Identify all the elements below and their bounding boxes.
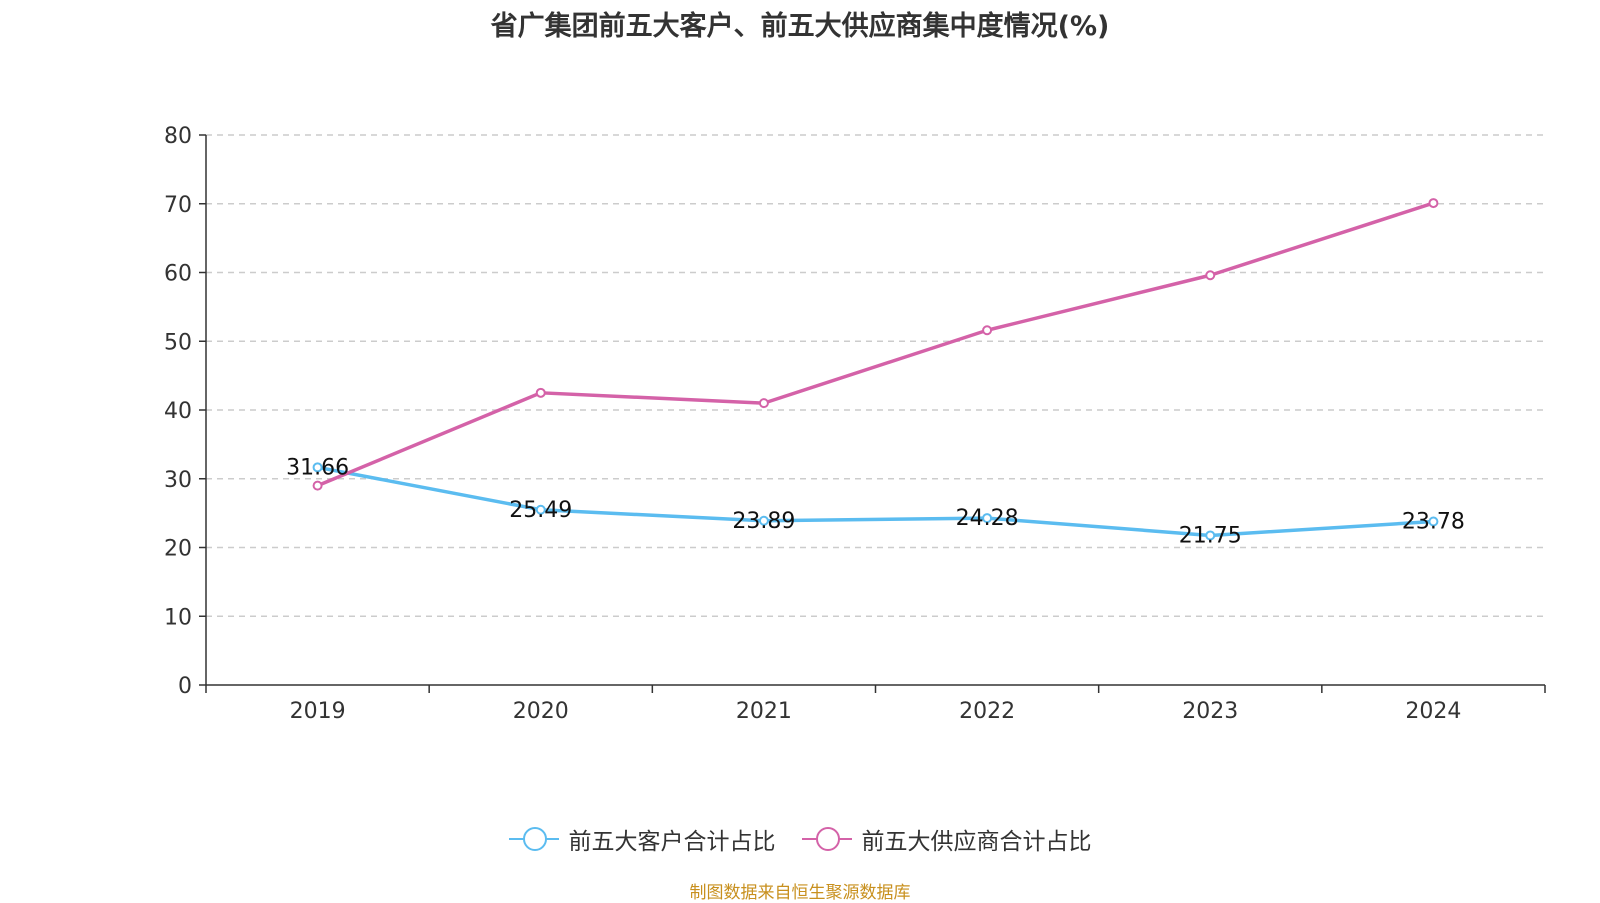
x-tick-label-2019: 2019 xyxy=(290,699,346,724)
y-tick-label-0: 0 xyxy=(178,674,192,699)
x-tick-label-2021: 2021 xyxy=(736,699,792,724)
data-label-2023: 21.75 xyxy=(1179,523,1242,548)
y-tick-label-80: 80 xyxy=(164,124,192,149)
y-tick-label-60: 60 xyxy=(164,262,192,287)
x-tick-label-2020: 2020 xyxy=(513,699,569,724)
axes: 0 10 20 30 40 50 60 70 80 2019 2020 2021 2022 2023 202… xyxy=(164,124,1546,724)
series-0-point-2023 xyxy=(1205,530,1216,541)
series-0-point-2022 xyxy=(982,513,993,524)
data-label-2022: 24.28 xyxy=(956,506,1019,531)
y-tick-label-20: 20 xyxy=(164,537,192,562)
chart-title: 省广集团前五大客户、前五大供应商集中度情况(%) xyxy=(490,11,1110,42)
legend-item-customers[interactable]: 前五大客户合计占比 xyxy=(508,822,776,856)
x-tick-label-2022: 2022 xyxy=(959,699,1015,724)
series-0-point-2020 xyxy=(535,504,546,515)
series-1-point-2021 xyxy=(758,398,769,409)
series-1-point-2024 xyxy=(1428,198,1439,209)
grid-lines xyxy=(206,134,1545,617)
y-tick-label-30: 30 xyxy=(164,468,192,493)
series-1-point-2022 xyxy=(982,325,993,336)
legend-label-suppliers: 前五大供应商合计占比 xyxy=(861,829,1092,855)
legend-marker-suppliers-icon xyxy=(801,826,852,852)
series-0-point-2019 xyxy=(312,462,323,473)
y-tick-label-40: 40 xyxy=(164,399,192,424)
legend-item-suppliers[interactable]: 前五大供应商合计占比 xyxy=(801,822,1092,856)
y-tick-label-70: 70 xyxy=(164,193,192,218)
x-tick-label-2024: 2024 xyxy=(1405,699,1461,724)
data-label-2021: 23.89 xyxy=(732,509,795,534)
y-tick-label-10: 10 xyxy=(164,605,192,630)
legend-marker-customers-icon xyxy=(508,826,559,852)
series-0-point-2021 xyxy=(758,515,769,526)
data-label-2024: 23.78 xyxy=(1402,510,1465,535)
series-1-point-2019 xyxy=(312,480,323,491)
data-label-2019: 31.66 xyxy=(286,455,349,480)
x-tick-label-2023: 2023 xyxy=(1182,699,1238,724)
series xyxy=(312,198,1439,541)
series-line-0 xyxy=(317,465,1434,538)
y-tick-label-50: 50 xyxy=(164,330,192,355)
series-line-1 xyxy=(316,201,1434,488)
legend: 前五大客户合计占比 前五大供应商合计占比 xyxy=(0,822,1600,856)
source-note: 制图数据来自恒生聚源数据库 xyxy=(689,883,911,903)
legend-label-customers: 前五大客户合计占比 xyxy=(568,829,776,855)
data-labels: 31.66 25.49 23.89 24.28 21.75 23.78 xyxy=(286,455,1465,548)
series-1-point-2023 xyxy=(1205,270,1216,281)
data-label-2020: 25.49 xyxy=(509,498,572,523)
series-0-point-2024 xyxy=(1428,516,1439,527)
series-1-point-2020 xyxy=(535,387,546,398)
